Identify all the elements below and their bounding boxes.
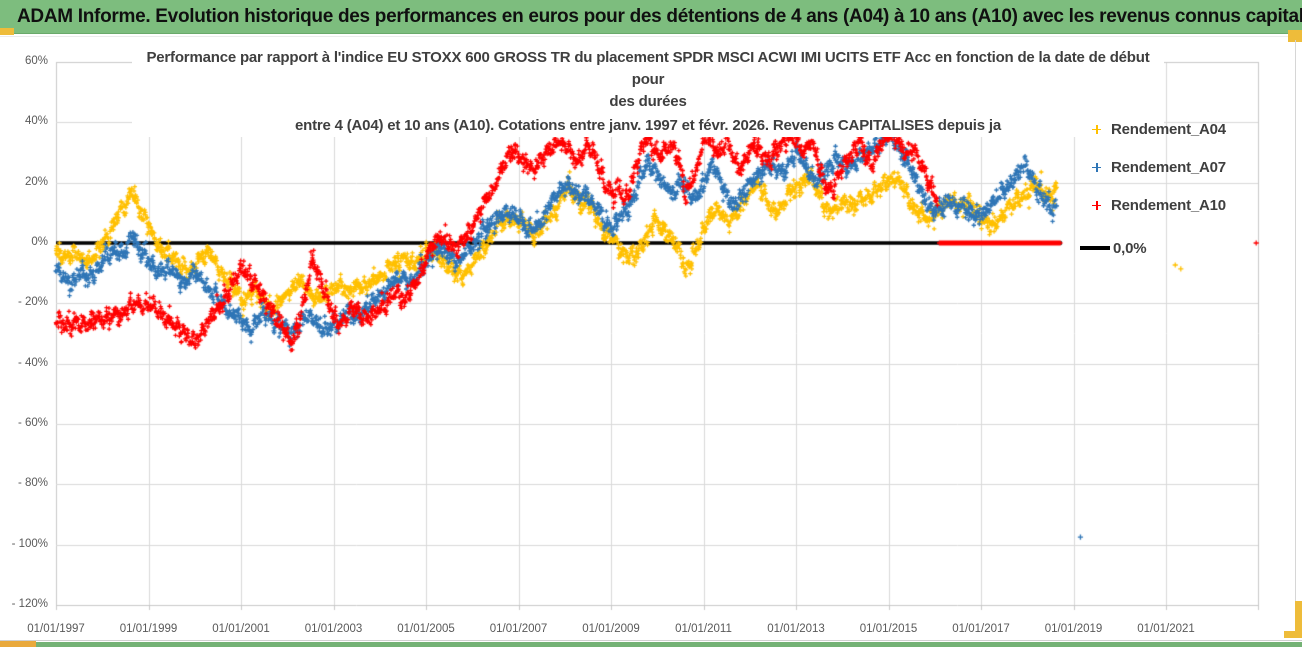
chart-title-line1: Performance par rapport à l'indice EU ST… xyxy=(146,49,1150,88)
y-tick-label: - 80% xyxy=(17,477,48,490)
y-tick-label: 40% xyxy=(24,115,48,128)
y-tick-label: 60% xyxy=(24,54,48,67)
y-tick-label: - 60% xyxy=(17,417,48,429)
x-tick-label: 01/01/2001 xyxy=(212,623,270,635)
x-tick-label: 01/01/2005 xyxy=(397,623,455,635)
y-tick-label: - 40% xyxy=(17,356,48,369)
y-tick-label: 0% xyxy=(31,236,48,248)
chart-title: Performance par rapport à l'indice EU ST… xyxy=(132,47,1164,137)
x-tick-label: 01/01/2011 xyxy=(675,623,732,635)
report-title-bar: ADAM Informe. Evolution historique des p… xyxy=(0,0,1302,34)
legend-item-rendement-a07: Rendement_A07 xyxy=(1080,158,1226,176)
x-tick-label: 01/01/2019 xyxy=(1044,623,1103,635)
report-title: ADAM Informe. Evolution historique des p… xyxy=(17,6,1302,27)
y-tick-label: - 100% xyxy=(11,537,48,550)
divider-line-bottom xyxy=(0,640,1302,641)
x-tick-label: 01/01/1997 xyxy=(27,623,85,635)
x-tick-label: 01/01/1999 xyxy=(119,623,178,635)
legend-item-0-0-: 0,0% xyxy=(1080,239,1147,257)
vertical-scroll-foot[interactable] xyxy=(1284,631,1302,638)
y-tick-label: - 20% xyxy=(17,296,48,309)
x-tick-label: 01/01/2013 xyxy=(767,623,825,635)
plus-marker-icon xyxy=(1092,162,1101,172)
bottom-status-bar xyxy=(0,642,1302,647)
chart-title-line2: des durées xyxy=(609,93,687,110)
legend-item-rendement-a04: Rendement_A04 xyxy=(1080,120,1226,138)
x-tick-label: 01/01/2007 xyxy=(489,623,548,635)
legend-item-rendement-a10: Rendement_A10 xyxy=(1080,196,1226,214)
legend-label: 0,0% xyxy=(1113,239,1147,257)
vertical-scroll-thumb[interactable] xyxy=(1295,601,1302,638)
legend-label: Rendement_A04 xyxy=(1111,120,1226,138)
scroll-accent-top-left[interactable] xyxy=(0,28,14,35)
legend-label: Rendement_A10 xyxy=(1111,196,1226,214)
x-tick-label: 01/01/2009 xyxy=(582,623,640,635)
vertical-scroll-track[interactable] xyxy=(1295,40,1296,638)
x-tick-label: 01/01/2017 xyxy=(952,623,1010,635)
legend-label: Rendement_A07 xyxy=(1111,158,1226,176)
x-tick-label: 01/01/2021 xyxy=(1137,623,1195,635)
x-tick-label: 01/01/2015 xyxy=(859,623,918,635)
y-tick-label: - 120% xyxy=(11,598,48,610)
zero-line-sample xyxy=(1080,246,1110,250)
scroll-accent-top-right[interactable] xyxy=(1288,30,1302,42)
plus-marker-icon xyxy=(1092,124,1101,134)
y-tick-label: 20% xyxy=(24,175,48,188)
divider-line xyxy=(0,36,1302,37)
chart-title-line3: entre 4 (A04) et 10 ans (A10). Cotations… xyxy=(295,117,1001,134)
horizontal-scroll-thumb[interactable] xyxy=(0,641,36,647)
x-tick-label: 01/01/2003 xyxy=(304,623,363,635)
plus-marker-icon xyxy=(1092,200,1101,210)
